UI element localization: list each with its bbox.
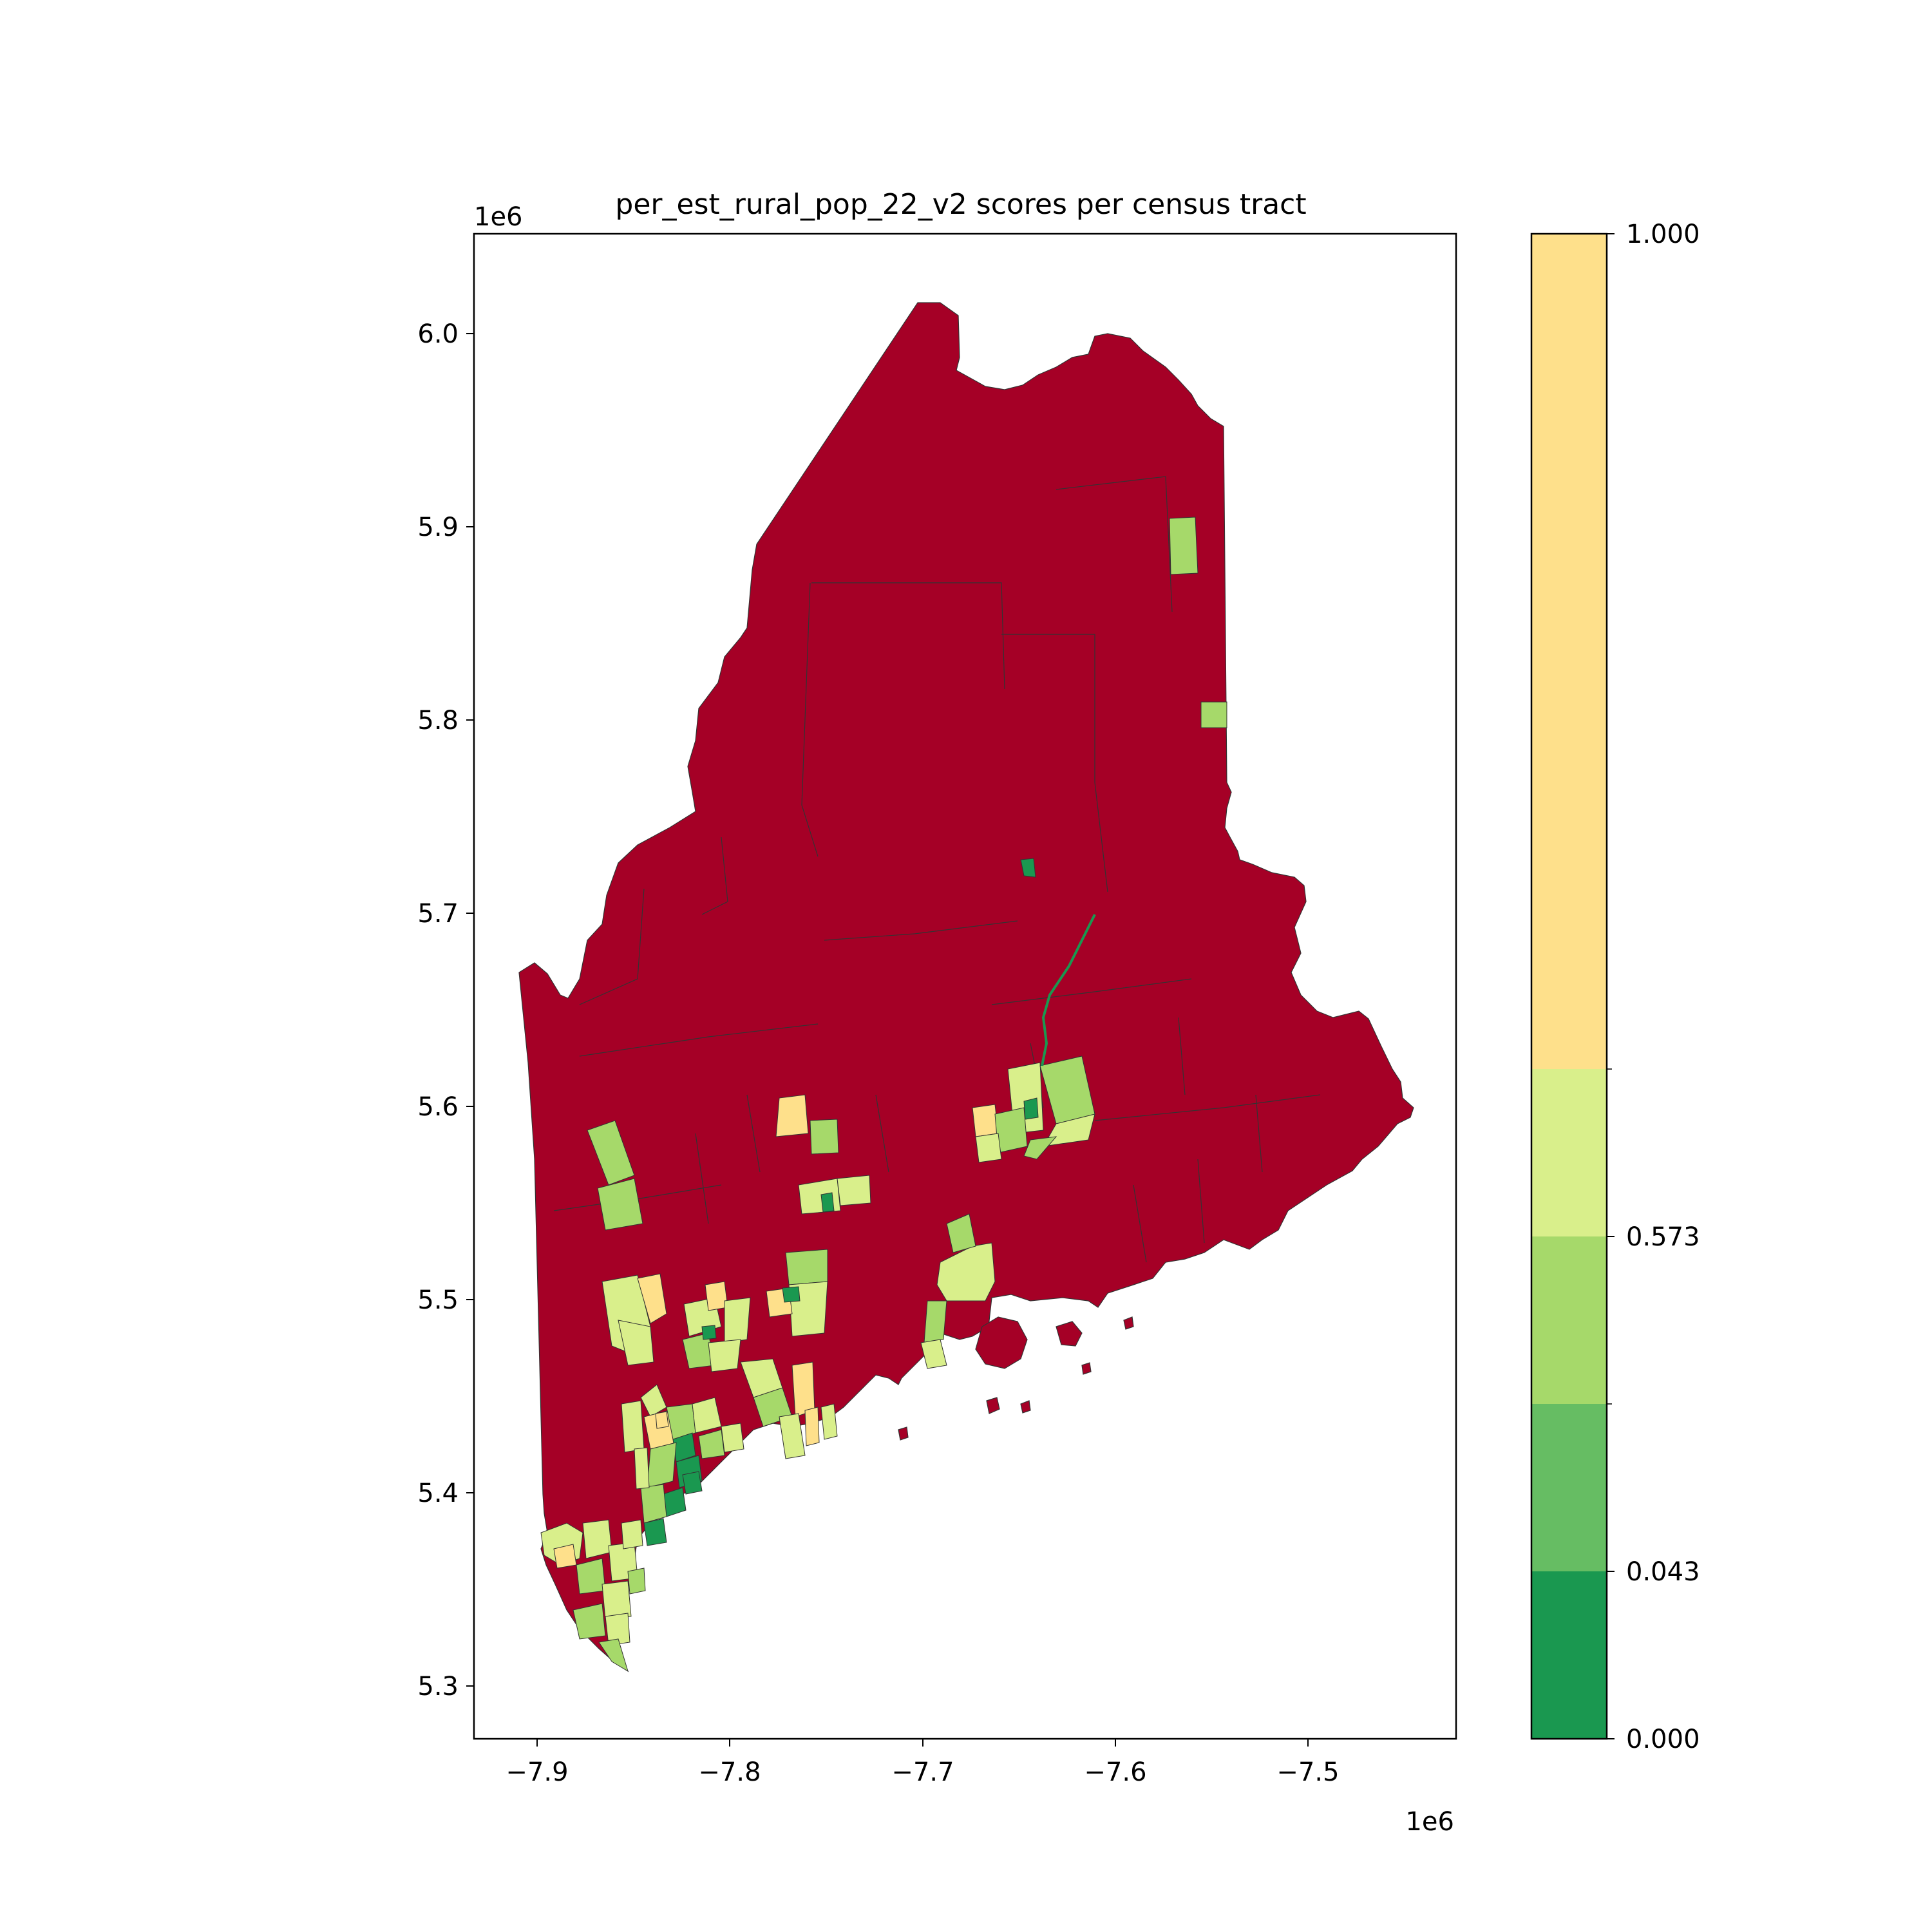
tract-york-8	[598, 1638, 629, 1672]
tract-portland-8	[698, 1429, 725, 1459]
y-tick-label: 5.6	[417, 1092, 459, 1122]
tract-york-9	[553, 1544, 577, 1569]
tract-waterville-3	[820, 1192, 835, 1213]
tract-boothbay	[820, 1403, 838, 1440]
tract-bangor-4	[972, 1104, 999, 1137]
y-tick-label: 5.7	[417, 899, 459, 929]
colorbar: 0.000 0.043 0.573 1.000	[1530, 220, 1700, 1754]
tract-oxford-3	[618, 1320, 654, 1366]
island-mount-desert	[975, 1316, 1028, 1369]
tract-portland-11	[721, 1423, 744, 1453]
tract-portland-16	[655, 1411, 669, 1429]
tract-york-11	[627, 1567, 646, 1595]
colorbar-tick-label: 0.573	[1626, 1222, 1700, 1252]
x-axis: −7.9 −7.8 −7.7 −7.6 −7.5 1e6	[506, 1739, 1454, 1837]
x-tick-label: −7.5	[1276, 1757, 1339, 1787]
tract-skowhegan-2	[810, 1119, 839, 1155]
map-axes-frame	[473, 232, 1457, 1740]
tract-lewiston-6	[708, 1339, 741, 1372]
y-axis-exponent: 1e6	[474, 202, 523, 232]
tract-york-4	[576, 1558, 606, 1595]
tract-portland-9	[682, 1471, 703, 1495]
tract-york-5	[601, 1580, 632, 1620]
tract-waterville-2	[837, 1175, 871, 1206]
island-small-3	[898, 1426, 909, 1441]
island-vinalhaven	[1056, 1321, 1083, 1347]
tract-augusta-4	[782, 1286, 800, 1303]
colorbar-tick-label: 1.000	[1626, 220, 1700, 249]
colorbar-bin-0	[1531, 1571, 1607, 1739]
tract-bangor-7	[975, 1133, 1002, 1163]
tract-belfast-2	[946, 1213, 976, 1253]
island-small-5	[1081, 1362, 1092, 1375]
penobscot-river	[1041, 914, 1096, 1066]
island-small-2	[1020, 1400, 1031, 1414]
colorbar-bin-3	[1531, 1069, 1607, 1236]
colorbar-tick-label: 0.043	[1626, 1557, 1700, 1587]
colorbar-bin-4	[1531, 234, 1607, 1069]
y-tick-label: 5.4	[417, 1479, 459, 1508]
tract-belfast-3	[923, 1300, 947, 1343]
tract-millinocket	[1020, 858, 1036, 878]
tract-york-6	[573, 1603, 606, 1640]
tract-lewiston-5	[701, 1325, 717, 1340]
tract-portland-14	[643, 1518, 667, 1546]
tract-york-7	[605, 1613, 630, 1646]
x-tick-label: −7.8	[698, 1757, 761, 1787]
tract-presque-isle	[1169, 516, 1198, 575]
chart-title: per_est_rural_pop_22_v2 scores per censu…	[615, 188, 1306, 221]
tract-portland-2	[621, 1400, 645, 1453]
urban-tracts	[540, 516, 1227, 1672]
colorbar-bin-2	[1531, 1236, 1607, 1404]
y-tick-label: 5.8	[417, 706, 459, 735]
tract-portland-15	[634, 1447, 650, 1490]
x-tick-label: −7.9	[506, 1757, 568, 1787]
y-tick-label: 6.0	[417, 319, 459, 349]
x-axis-exponent: 1e6	[1405, 1807, 1454, 1837]
tract-york-10	[621, 1519, 643, 1549]
tract-waterville-1	[798, 1178, 841, 1215]
maine-map	[518, 302, 1414, 1672]
tract-belfast-4	[920, 1339, 947, 1369]
y-tick-label: 5.9	[417, 513, 459, 542]
x-tick-label: −7.6	[1084, 1757, 1146, 1787]
colorbar-bin-1	[1531, 1404, 1607, 1571]
tract-bangor-8	[1023, 1136, 1057, 1160]
tract-houlton	[1200, 701, 1227, 728]
tract-rumford-1	[587, 1120, 635, 1186]
tract-oxford-2	[637, 1273, 667, 1324]
island-small-1	[986, 1397, 1000, 1414]
tract-lewiston-3	[724, 1297, 751, 1343]
island-small-4	[1123, 1316, 1134, 1330]
tract-portland-13	[640, 1484, 667, 1524]
colorbar-frame	[1530, 232, 1608, 1740]
y-axis: 5.3 5.4 5.5 5.6 5.7 5.8 5.9 6.0 1e6	[417, 202, 522, 1701]
tract-york-2	[582, 1519, 612, 1559]
tract-rumford-2	[597, 1178, 643, 1231]
tract-bangor-5	[1023, 1097, 1039, 1120]
tract-skowhegan-1	[775, 1094, 809, 1137]
tract-portland-10	[647, 1442, 677, 1488]
tract-bath-3	[804, 1406, 820, 1446]
y-tick-label: 5.5	[417, 1285, 459, 1315]
y-tick-label: 5.3	[417, 1672, 459, 1701]
x-tick-label: −7.7	[891, 1757, 954, 1787]
colorbar-tick-label: 0.000	[1626, 1725, 1700, 1754]
tract-bath-2	[779, 1413, 806, 1459]
tract-augusta-1	[785, 1249, 828, 1285]
